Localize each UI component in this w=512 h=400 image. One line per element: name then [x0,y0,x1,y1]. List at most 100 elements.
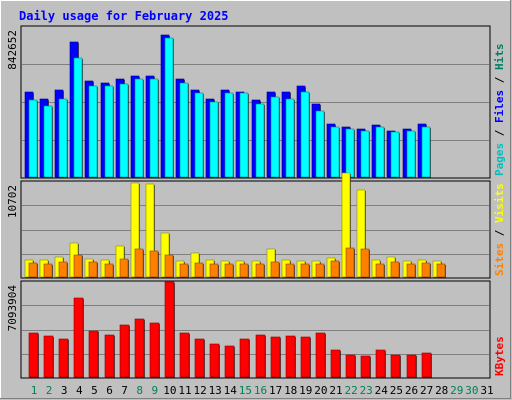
bar-sites-day-1 [28,262,38,278]
bar-kbytes-day-15 [239,338,250,378]
x-tick-label: 20 [314,384,327,397]
bar-sites-day-14 [224,263,234,278]
bar-sites-day-26 [406,263,416,278]
y-max-labels: 842652 10702 7093904 [6,30,19,331]
bar-sites-day-24 [375,263,385,278]
bar-files-day-13 [209,101,219,178]
bar-sites-day-15 [239,263,249,278]
bar-kbytes-day-26 [406,354,417,378]
bar-files-day-8 [134,78,144,178]
bar-kbytes-day-21 [330,349,341,378]
bar-sites-day-22 [345,247,355,278]
x-tick-label: 18 [284,384,297,397]
bar-kbytes-day-20 [315,332,326,378]
x-tick-label: 12 [193,384,206,397]
series-legend-labels: Pages / Files / Hits Sites / Visits KBytes [493,44,506,377]
y-max-label: 842652 [6,30,19,70]
bar-kbytes-day-1 [28,332,39,378]
x-tick-label: 15 [239,384,252,397]
x-tick-label: 14 [224,384,238,397]
x-tick-label: 8 [136,384,143,397]
x-tick-label: 3 [61,384,68,397]
bar-kbytes-day-17 [270,336,281,378]
bar-files-day-5 [88,85,98,178]
bar-sites-day-4 [73,254,83,278]
bar-kbytes-day-6 [104,334,115,378]
legend-label-group: Pages / Files / Hits [493,44,506,177]
bar-kbytes-day-22 [345,354,356,378]
bar-files-day-1 [28,99,38,178]
x-tick-label: 9 [151,384,158,397]
x-tick-label: 2 [46,384,53,397]
bar-kbytes-day-2 [43,335,54,378]
bar-kbytes-day-18 [285,335,296,378]
x-tick-label: 26 [405,384,418,397]
bar-kbytes-day-10 [164,281,175,378]
bar-sites-day-17 [270,261,280,278]
x-tick-label: 13 [209,384,222,397]
bar-kbytes-day-7 [119,324,130,378]
bar-files-day-18 [285,98,295,178]
x-tick-label: 19 [299,384,312,397]
chart-title: Daily usage for February 2025 [19,9,229,23]
x-tick-label: 28 [435,384,448,397]
bar-sites-day-2 [43,263,53,278]
x-tick-label: 17 [269,384,282,397]
x-tick-label: 29 [450,384,463,397]
bar-files-day-17 [270,96,280,178]
bar-sites-day-19 [300,263,310,278]
bar-kbytes-day-13 [209,343,220,378]
bar-files-day-24 [375,126,385,178]
legend-label-hits: Hits [493,44,506,71]
bar-files-day-4 [73,57,83,178]
bar-files-day-9 [149,78,159,178]
y-max-label: 10702 [6,185,19,218]
bar-files-day-19 [300,91,310,178]
bar-sites-day-12 [194,262,204,278]
legend-separator: / [493,70,506,90]
bar-files-day-2 [43,105,53,178]
bar-files-day-27 [421,126,431,178]
legend-label-sites: Sites [493,243,506,276]
bar-files-day-3 [58,98,68,178]
bar-sites-day-23 [360,248,370,278]
bar-kbytes-day-8 [134,318,145,378]
bar-files-day-6 [104,85,114,178]
x-tick-label: 21 [329,384,342,397]
bar-files-day-23 [360,130,370,178]
x-tick-label: 22 [344,384,357,397]
legend-label-pages: Pages [493,143,506,176]
x-tick-label: 25 [390,384,403,397]
legend-label-group: KBytes [493,336,506,376]
bar-files-day-15 [239,92,249,178]
x-tick-label: 4 [76,384,83,397]
bar-files-day-14 [224,92,234,178]
bar-files-day-26 [406,130,416,178]
bar-files-day-25 [390,131,400,178]
y-max-label: 7093904 [6,285,19,332]
bar-files-day-20 [315,110,325,178]
bar-sites-day-21 [330,260,340,278]
bar-sites-day-20 [315,263,325,278]
chart-panels [20,25,491,379]
legend-label-visits: Visits [493,183,506,223]
x-tick-label: 5 [91,384,98,397]
x-tick-label: 11 [178,384,191,397]
chart-bars [24,34,446,378]
x-tick-label: 30 [465,384,478,397]
legend-label-kbytes: KBytes [493,336,506,376]
bar-sites-day-25 [390,261,400,278]
bar-kbytes-day-5 [88,330,99,378]
bar-files-day-12 [194,92,204,178]
bar-sites-day-13 [209,263,219,278]
bar-kbytes-day-19 [300,336,311,378]
bar-sites-day-9 [149,250,159,278]
bar-sites-day-27 [421,262,431,278]
bar-sites-day-18 [285,263,295,278]
bar-kbytes-day-14 [224,345,235,378]
bar-files-day-10 [164,37,174,178]
x-tick-label: 6 [106,384,113,397]
x-tick-label: 23 [360,384,373,397]
bar-files-day-22 [345,128,355,178]
